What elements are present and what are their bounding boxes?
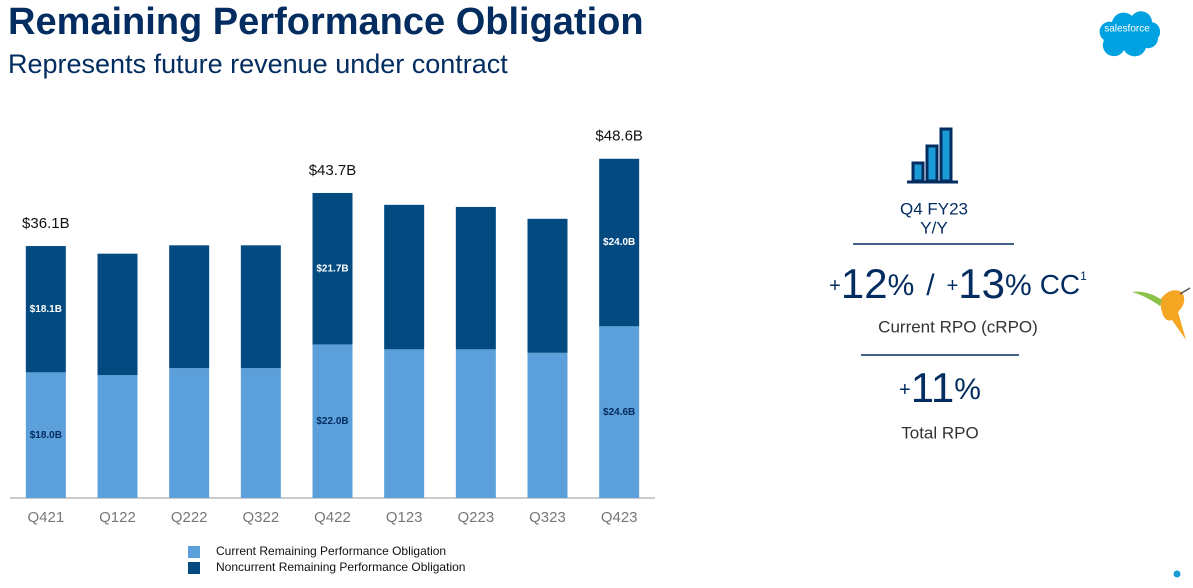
hummingbird bbox=[1132, 287, 1191, 340]
rpo-label: Total RPO bbox=[901, 423, 978, 442]
x-tick-label: Q323 bbox=[529, 509, 566, 526]
total-label: $43.7B bbox=[309, 162, 357, 179]
x-tick-label: Q423 bbox=[601, 509, 638, 526]
separator: / bbox=[926, 269, 935, 302]
logo: salesforce bbox=[1099, 11, 1161, 57]
bar-segment bbox=[25, 372, 66, 498]
value-label: $24.0B bbox=[603, 237, 635, 248]
bar-segment bbox=[312, 344, 353, 498]
x-tick-label: Q123 bbox=[386, 509, 423, 526]
bar-segment bbox=[455, 349, 496, 498]
subtitle: Represents future revenue under contract bbox=[8, 49, 508, 79]
bar-segment bbox=[240, 368, 281, 498]
value-label: $18.0B bbox=[30, 430, 62, 441]
crpo-growth: +12% / +13% CC1 bbox=[829, 260, 1087, 307]
legend-swatch bbox=[188, 562, 200, 574]
plot: $18.0B $18.1B $36.1B Q421 Q122 Q222 Q322 $22.0B… bbox=[22, 128, 643, 574]
value-label: $18.1B bbox=[30, 304, 62, 315]
x-tick-label: Q422 bbox=[314, 509, 351, 526]
legend-label: Noncurrent Remaining Performance Obligat… bbox=[216, 560, 465, 574]
unit: % bbox=[1005, 269, 1032, 302]
value-label: $24.6B bbox=[603, 407, 635, 418]
suffix: CC bbox=[1040, 269, 1080, 300]
sign: + bbox=[829, 275, 841, 297]
total-label: $36.1B bbox=[22, 215, 70, 232]
value: 13 bbox=[958, 260, 1005, 307]
bar-segment bbox=[97, 375, 138, 498]
unit: % bbox=[954, 373, 981, 406]
logo-text: salesforce bbox=[1104, 24, 1150, 35]
crpo-label: Current RPO (cRPO) bbox=[878, 317, 1038, 336]
bar-segment bbox=[25, 246, 66, 373]
bar-segment bbox=[599, 326, 640, 498]
page-dot bbox=[1173, 570, 1181, 578]
bar-segment bbox=[599, 158, 640, 327]
title: Remaining Performance Obligation bbox=[8, 1, 644, 43]
x-tick-label: Q222 bbox=[171, 509, 208, 526]
footnote: 1 bbox=[1080, 269, 1087, 283]
bar-segment bbox=[384, 204, 425, 350]
x-tick-label: Q322 bbox=[242, 509, 279, 526]
bar-segment bbox=[527, 218, 568, 353]
rpo-growth: +11% bbox=[899, 364, 981, 411]
comparison: Y/Y bbox=[920, 218, 947, 237]
value: 12 bbox=[841, 260, 888, 307]
value-label: $21.7B bbox=[316, 263, 348, 274]
value: 11 bbox=[911, 364, 955, 411]
period: Q4 FY23 bbox=[900, 199, 968, 218]
bar-segment bbox=[312, 192, 353, 345]
legend-label: Current Remaining Performance Obligation bbox=[216, 544, 446, 558]
bar-segment bbox=[169, 368, 210, 498]
sign: + bbox=[899, 379, 911, 401]
legend-swatch bbox=[188, 546, 200, 558]
bar-segment bbox=[384, 349, 425, 498]
x-tick-label: Q122 bbox=[99, 509, 136, 526]
chart-icon bbox=[907, 127, 958, 184]
bar-segment bbox=[455, 206, 496, 350]
total-label: $48.6B bbox=[595, 128, 643, 145]
bar-segment bbox=[97, 253, 138, 376]
x-tick-label: Q421 bbox=[27, 509, 64, 526]
sign: + bbox=[947, 275, 959, 297]
logo-cloud bbox=[1099, 11, 1161, 57]
unit: % bbox=[888, 269, 915, 302]
x-tick-label: Q223 bbox=[457, 509, 494, 526]
bar-segment bbox=[169, 245, 210, 369]
value-label: $22.0B bbox=[316, 416, 348, 427]
bar-segment bbox=[240, 245, 281, 369]
bar-segment bbox=[527, 352, 568, 498]
